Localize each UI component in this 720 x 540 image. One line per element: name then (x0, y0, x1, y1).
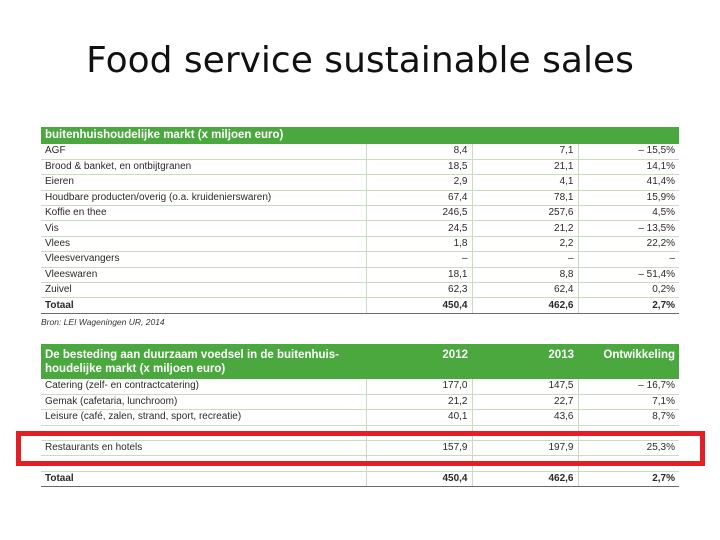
table-row: Eieren 2,9 4,1 41,4% (41, 174, 680, 191)
value-2013: 2,2 (471, 236, 578, 253)
row-label: Koffie en thee (41, 205, 366, 222)
table-header-title: De besteding aan duurzaam voedsel in de … (41, 344, 366, 379)
table-row: Houdbare producten/overig (o.a. kruideni… (41, 190, 680, 207)
table-header-title: buitenhuishoudelijke markt (x miljoen eu… (41, 127, 680, 144)
table-row: Vleeswaren 18,1 8,8 – 51,4% (41, 267, 680, 284)
table-total-row: Totaal 450,4 462,6 2,7% (41, 297, 680, 314)
row-label: Vis (41, 220, 366, 237)
value-2013: 22,7 (471, 394, 578, 411)
table-row: Vlees 1,8 2,2 22,2% (41, 236, 680, 253)
row-label: Leisure (café, zalen, strand, sport, rec… (41, 409, 366, 426)
value-2012: 67,4 (365, 190, 472, 207)
table-header-row: buitenhuishoudelijke markt (x miljoen eu… (41, 127, 680, 144)
value-change: 4,5% (577, 205, 680, 222)
total-2012: 450,4 (365, 297, 472, 314)
table-row: Catering (zelf- en contractcatering) 177… (41, 379, 679, 395)
table-row: Vleesvervangers – – – (41, 251, 680, 268)
channel-table: De besteding aan duurzaam voedsel in de … (41, 344, 679, 488)
value-2013: 147,5 (471, 379, 578, 395)
value-2013: 257,6 (471, 205, 578, 222)
value-change: 8,7% (577, 409, 679, 426)
value-2013: 4,1 (471, 174, 578, 191)
value-2012: 177,0 (365, 379, 472, 395)
row-label: Eieren (41, 174, 366, 191)
row-label: Gemak (cafetaria, lunchroom) (41, 394, 366, 411)
total-change: 2,7% (577, 471, 679, 488)
value-2013: – (471, 251, 578, 268)
value-change: 41,4% (577, 174, 680, 191)
value-change: – 15,5% (577, 144, 680, 160)
value-2013: 43,6 (471, 409, 578, 426)
table-total-row: Totaal 450,4 462,6 2,7% (41, 471, 679, 488)
table-row: Koffie en thee 246,5 257,6 4,5% (41, 205, 680, 222)
value-2012: – (365, 251, 472, 268)
header-line-1: De besteding aan duurzaam voedsel in de … (45, 349, 339, 361)
value-2013: 8,8 (471, 267, 578, 284)
row-label: Vleeswaren (41, 267, 366, 284)
column-header-2012: 2012 (366, 344, 472, 379)
value-change: – (577, 251, 680, 268)
row-label: AGF (41, 144, 366, 160)
value-2012: 157,9 (365, 440, 472, 457)
table-row: Vis 24,5 21,2 – 13,5% (41, 220, 680, 237)
value-2012: 18,1 (365, 267, 472, 284)
source-note: Bron: LEI Wageningen UR, 2014 (41, 317, 165, 327)
value-2013: 7,1 (471, 144, 578, 160)
total-2013: 462,6 (471, 297, 578, 314)
value-2012: 8,4 (365, 144, 472, 160)
row-label: Restaurants en hotels (41, 440, 366, 457)
value-2012: 246,5 (365, 205, 472, 222)
value-change: 22,2% (577, 236, 680, 253)
value-2012: 1,8 (365, 236, 472, 253)
value-change: 15,9% (577, 190, 680, 207)
highlight-box (16, 431, 705, 466)
total-change: 2,7% (577, 297, 680, 314)
row-label: Vlees (41, 236, 366, 253)
product-category-table: buitenhuishoudelijke markt (x miljoen eu… (41, 127, 680, 314)
value-2012: 24,5 (365, 220, 472, 237)
table-row: AGF 8,4 7,1 – 15,5% (41, 144, 680, 160)
total-label: Totaal (41, 297, 366, 314)
row-label: Houdbare producten/overig (o.a. kruideni… (41, 190, 366, 207)
value-2012: 2,9 (365, 174, 472, 191)
value-2013: 197,9 (471, 440, 578, 457)
total-label: Totaal (41, 471, 366, 488)
value-2012: 62,3 (365, 282, 472, 299)
value-change: 25,3% (577, 440, 679, 457)
table-row: Leisure (café, zalen, strand, sport, rec… (41, 409, 679, 426)
column-header-change: Ontwikkeling (578, 344, 679, 379)
header-line-2: houdelijke markt (x miljoen euro) (45, 363, 226, 375)
row-label: Catering (zelf- en contractcatering) (41, 379, 366, 395)
table-row: Brood & banket, en ontbijtgranen 18,5 21… (41, 159, 680, 176)
value-change: 14,1% (577, 159, 680, 176)
value-2013: 62,4 (471, 282, 578, 299)
value-2012: 21,2 (365, 394, 472, 411)
value-change: – 51,4% (577, 267, 680, 284)
row-label: Vleesvervangers (41, 251, 366, 268)
value-2012: 40,1 (365, 409, 472, 426)
table-row-highlighted: Restaurants en hotels 157,9 197,9 25,3% (41, 440, 679, 457)
row-label: Zuivel (41, 282, 366, 299)
value-change: 7,1% (577, 394, 679, 411)
row-label: Brood & banket, en ontbijtgranen (41, 159, 366, 176)
column-header-2013: 2013 (472, 344, 578, 379)
table-row: Zuivel 62,3 62,4 0,2% (41, 282, 680, 299)
value-2013: 21,2 (471, 220, 578, 237)
value-2012: 18,5 (365, 159, 472, 176)
total-2013: 462,6 (471, 471, 578, 488)
slide-title: Food service sustainable sales (86, 40, 634, 81)
total-2012: 450,4 (365, 471, 472, 488)
value-change: – 13,5% (577, 220, 680, 237)
value-2013: 78,1 (471, 190, 578, 207)
table-row: Gemak (cafetaria, lunchroom) 21,2 22,7 7… (41, 394, 679, 411)
value-2013: 21,1 (471, 159, 578, 176)
value-change: – 16,7% (577, 379, 679, 395)
value-change: 0,2% (577, 282, 680, 299)
table-header-row: De besteding aan duurzaam voedsel in de … (41, 344, 679, 379)
